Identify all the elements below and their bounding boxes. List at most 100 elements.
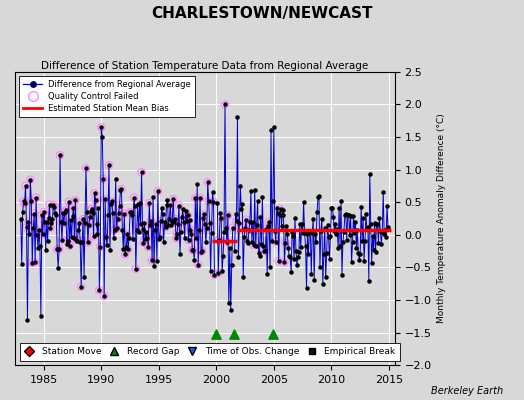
Point — [34, 245, 42, 251]
Point — [19, 198, 28, 204]
Point — [82, 165, 90, 172]
Point — [296, 221, 304, 228]
Point — [316, 264, 324, 271]
Point — [299, 199, 308, 205]
Point — [189, 247, 198, 254]
Point — [62, 241, 71, 247]
Point — [259, 242, 268, 249]
Point — [231, 248, 239, 254]
Point — [302, 285, 311, 291]
Point — [144, 244, 152, 250]
Point — [23, 224, 31, 230]
Point — [195, 227, 203, 234]
Point — [62, 207, 70, 214]
Point — [30, 210, 38, 217]
Point — [198, 248, 206, 254]
Point — [233, 114, 242, 121]
Point — [150, 263, 158, 269]
Point — [50, 204, 59, 210]
Point — [261, 248, 269, 254]
Point — [269, 198, 277, 204]
Point — [169, 196, 178, 202]
Point — [179, 206, 187, 213]
Point — [196, 195, 204, 201]
Point — [265, 219, 274, 225]
Point — [37, 313, 45, 320]
Point — [306, 228, 314, 234]
Point — [136, 221, 145, 228]
Point — [203, 179, 212, 186]
Point — [367, 259, 376, 266]
Point — [101, 196, 110, 202]
Point — [126, 209, 134, 216]
Point — [172, 235, 180, 242]
Point — [147, 217, 155, 224]
Point — [264, 223, 272, 229]
Point — [382, 234, 390, 240]
Point — [262, 226, 270, 232]
Point — [347, 259, 356, 265]
Point — [165, 216, 173, 222]
Point — [221, 101, 229, 108]
Point — [58, 236, 66, 243]
Point — [203, 179, 212, 186]
Point — [27, 198, 36, 204]
Point — [353, 227, 362, 234]
Point — [107, 198, 116, 205]
Point — [117, 186, 126, 192]
Point — [198, 248, 206, 254]
Point — [370, 220, 379, 226]
Point — [195, 227, 203, 234]
Point — [202, 239, 210, 245]
Point — [99, 176, 107, 182]
Point — [20, 200, 29, 207]
Point — [57, 219, 65, 226]
Point — [235, 220, 244, 226]
Point — [120, 211, 128, 217]
Point — [285, 253, 293, 259]
Point — [85, 214, 94, 220]
Point — [139, 240, 148, 246]
Point — [282, 223, 290, 229]
Point — [171, 216, 179, 222]
Point — [271, 238, 280, 245]
Point — [75, 219, 83, 226]
Point — [167, 222, 176, 228]
Point — [181, 208, 190, 214]
Point — [227, 262, 236, 268]
Point — [182, 218, 191, 224]
Point — [228, 225, 237, 231]
Point — [242, 216, 250, 223]
Point — [111, 226, 119, 233]
Point — [294, 249, 303, 256]
Point — [123, 231, 132, 238]
Point — [137, 169, 146, 176]
Point — [218, 268, 226, 275]
Point — [99, 176, 107, 182]
Point — [40, 209, 48, 215]
Point — [30, 210, 38, 217]
Point — [170, 219, 178, 225]
Point — [77, 284, 85, 290]
Point — [359, 215, 367, 222]
Point — [244, 240, 252, 246]
Point — [117, 186, 126, 192]
Point — [216, 210, 224, 217]
Point — [220, 228, 228, 235]
Point — [188, 247, 196, 253]
Point — [305, 229, 313, 236]
Point — [31, 259, 39, 265]
Point — [90, 233, 98, 240]
Point — [209, 199, 217, 205]
Point — [192, 235, 200, 241]
Point — [238, 201, 246, 207]
Point — [162, 202, 171, 209]
Point — [194, 261, 202, 268]
Point — [56, 152, 64, 158]
Point — [228, 225, 237, 231]
Point — [136, 221, 145, 228]
Point — [39, 231, 47, 238]
Point — [277, 222, 286, 229]
Point — [124, 246, 133, 252]
Point — [344, 212, 353, 218]
